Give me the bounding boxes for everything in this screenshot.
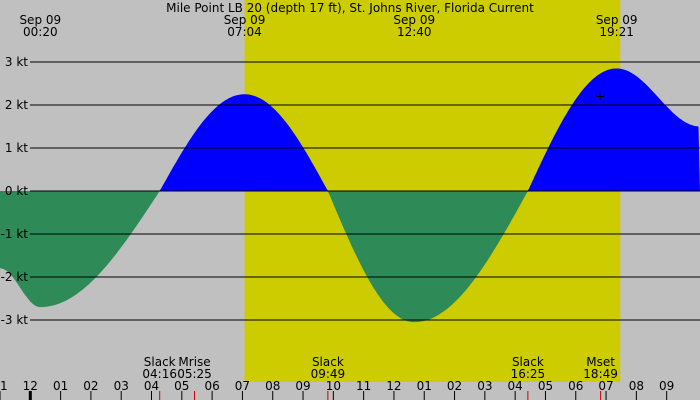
current-areas — [0, 68, 700, 323]
y-tick-label: -1 kt — [1, 227, 29, 241]
event-time: 04:16 — [142, 367, 177, 381]
x-axis: 11 12 01 02 03 04 05 06 07 08 09 10 11 12 01 02 03 04 05 06… — [0, 379, 674, 400]
event-name: Mrise — [178, 355, 210, 369]
x-tick-label: 10 — [326, 379, 341, 393]
extremum-time: 00:20 — [23, 25, 58, 39]
event-time: 16:25 — [511, 367, 546, 381]
event-name: Slack — [144, 355, 176, 369]
x-tick-label: 12 — [386, 379, 401, 393]
x-tick-label: 11 — [0, 379, 8, 393]
chart-title: Mile Point LB 20 (depth 17 ft), St. John… — [166, 1, 534, 15]
y-tick-label: -3 kt — [1, 313, 29, 327]
x-tick-label: 07 — [235, 379, 250, 393]
y-tick-label: 3 kt — [5, 55, 28, 69]
grid-lines — [30, 61, 700, 321]
extremum-time: 19:21 — [599, 25, 634, 39]
event-labels: Slack04:16Mrise05:25Slack09:49Slack16:25… — [142, 355, 618, 400]
event-time: 18:49 — [583, 367, 618, 381]
x-tick-label: 01 — [53, 379, 68, 393]
x-tick-label: 11 — [356, 379, 371, 393]
flood-area — [0, 68, 700, 191]
y-tick-label: 2 kt — [5, 98, 28, 112]
event-name: Slack — [512, 355, 544, 369]
x-tick-label: 05 — [538, 379, 553, 393]
x-tick-label: 04 — [144, 379, 159, 393]
extremum-date: Sep 09 — [19, 13, 61, 27]
event-time: 09:49 — [311, 367, 346, 381]
x-tick-label: 06 — [568, 379, 583, 393]
x-tick-label: 02 — [83, 379, 98, 393]
x-tick-label: 04 — [508, 379, 523, 393]
x-tick-label: 03 — [477, 379, 492, 393]
extremum-date: Sep 09 — [596, 13, 638, 27]
y-tick-label: 0 kt — [5, 184, 28, 198]
y-tick-label: 1 kt — [5, 141, 28, 155]
x-tick-label: 12 — [23, 379, 38, 393]
extremum-time: 07:04 — [227, 25, 262, 39]
extremum-time: 12:40 — [397, 25, 432, 39]
event-name: Slack — [312, 355, 344, 369]
x-tick-label: 01 — [417, 379, 432, 393]
ebb-area — [0, 191, 700, 323]
event-time: 05:25 — [177, 367, 212, 381]
x-tick-label: 08 — [629, 379, 644, 393]
x-tick-label: 08 — [265, 379, 280, 393]
marker-symbol: + — [595, 89, 605, 103]
x-tick-label: 09 — [295, 379, 310, 393]
x-tick-label: 02 — [447, 379, 462, 393]
event-name: Mset — [586, 355, 615, 369]
x-tick-label: 03 — [114, 379, 129, 393]
extremum-date: Sep 09 — [393, 13, 435, 27]
y-axis: 3 kt 2 kt 1 kt 0 kt -1 kt -2 kt -3 kt — [1, 55, 29, 327]
x-tick-label: 06 — [204, 379, 219, 393]
extremum-date: Sep 09 — [224, 13, 266, 27]
x-tick-label: 05 — [174, 379, 189, 393]
x-tick-label: 07 — [598, 379, 613, 393]
x-tick-label: 09 — [659, 379, 674, 393]
moon-marker: + — [595, 89, 605, 103]
y-tick-label: -2 kt — [1, 270, 29, 284]
